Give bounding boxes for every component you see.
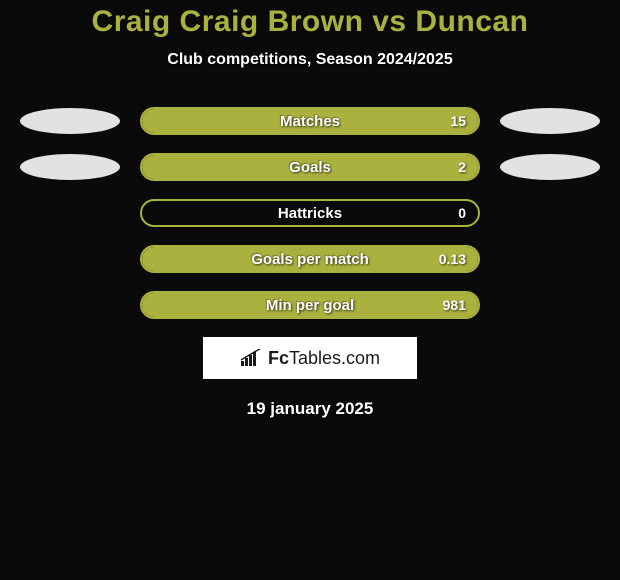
stat-row: Min per goal981 — [0, 291, 620, 319]
page-title: Craig Craig Brown vs Duncan — [0, 5, 620, 39]
stat-value: 0.13 — [439, 247, 466, 271]
logo-prefix: Fc — [268, 348, 289, 368]
right-spacer — [500, 292, 600, 318]
right-spacer — [500, 246, 600, 272]
infographic-container: Craig Craig Brown vs Duncan Club competi… — [0, 0, 620, 419]
right-spacer — [500, 200, 600, 226]
logo-suffix: Tables.com — [289, 348, 380, 368]
left-ellipse — [20, 154, 120, 180]
stat-row: Goals2 — [0, 153, 620, 181]
left-spacer — [20, 200, 120, 226]
logo-text: FcTables.com — [268, 348, 380, 369]
stat-bar: Matches15 — [140, 107, 480, 135]
stat-bar: Goals per match0.13 — [140, 245, 480, 273]
left-spacer — [20, 292, 120, 318]
stat-bar: Hattricks0 — [140, 199, 480, 227]
bar-chart-icon — [240, 349, 262, 367]
subtitle: Club competitions, Season 2024/2025 — [0, 51, 620, 69]
stat-row: Matches15 — [0, 107, 620, 135]
right-ellipse — [500, 154, 600, 180]
fctables-logo[interactable]: FcTables.com — [203, 337, 417, 379]
stat-value: 2 — [458, 155, 466, 179]
stat-value: 981 — [443, 293, 466, 317]
stat-label: Goals per match — [142, 247, 478, 271]
stat-label: Min per goal — [142, 293, 478, 317]
stat-bar: Min per goal981 — [140, 291, 480, 319]
stat-value: 15 — [450, 109, 466, 133]
stat-row: Goals per match0.13 — [0, 245, 620, 273]
stat-bar: Goals2 — [140, 153, 480, 181]
date-text: 19 january 2025 — [0, 399, 620, 419]
left-spacer — [20, 246, 120, 272]
stat-value: 0 — [458, 201, 466, 225]
stat-label: Matches — [142, 109, 478, 133]
left-ellipse — [20, 108, 120, 134]
stat-row: Hattricks0 — [0, 199, 620, 227]
stat-label: Goals — [142, 155, 478, 179]
right-ellipse — [500, 108, 600, 134]
stat-label: Hattricks — [142, 201, 478, 225]
stats-list: Matches15 Goals2 Hattricks0 Goals per match… — [0, 107, 620, 319]
